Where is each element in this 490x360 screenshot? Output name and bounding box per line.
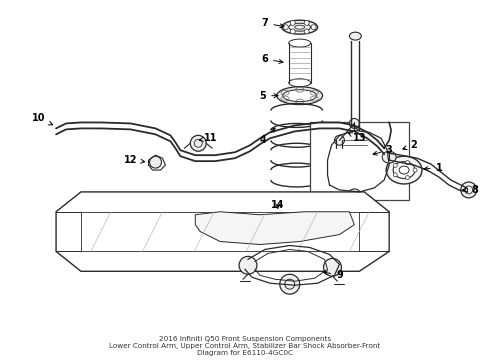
Circle shape <box>406 161 410 165</box>
Text: 6: 6 <box>262 54 283 64</box>
Circle shape <box>280 274 300 294</box>
Text: 13: 13 <box>348 133 366 143</box>
Ellipse shape <box>277 87 322 105</box>
Bar <box>310 122 409 200</box>
Circle shape <box>349 118 359 129</box>
Ellipse shape <box>289 39 311 47</box>
Text: 3: 3 <box>373 145 392 155</box>
Text: 2: 2 <box>403 140 417 150</box>
Circle shape <box>393 163 397 167</box>
Circle shape <box>393 173 397 177</box>
Circle shape <box>335 135 344 145</box>
Ellipse shape <box>382 151 396 163</box>
Circle shape <box>304 29 309 34</box>
Ellipse shape <box>349 32 361 40</box>
Circle shape <box>190 135 206 151</box>
Text: 12: 12 <box>124 155 145 165</box>
Text: 11: 11 <box>199 133 217 143</box>
Text: 14: 14 <box>271 200 285 210</box>
Text: 10: 10 <box>32 113 52 125</box>
Ellipse shape <box>345 182 366 192</box>
Circle shape <box>347 189 361 203</box>
Circle shape <box>406 176 410 180</box>
Bar <box>343 125 368 185</box>
Text: 4: 4 <box>260 128 275 145</box>
Text: 1: 1 <box>424 163 442 173</box>
Circle shape <box>461 182 477 198</box>
Circle shape <box>149 156 162 168</box>
Circle shape <box>413 168 417 172</box>
Text: 8: 8 <box>463 185 478 195</box>
Circle shape <box>290 21 295 25</box>
Circle shape <box>290 29 295 34</box>
Text: 9: 9 <box>323 270 343 280</box>
Polygon shape <box>56 192 389 271</box>
Ellipse shape <box>386 156 422 184</box>
Ellipse shape <box>289 79 311 87</box>
Text: 2016 Infiniti Q50 Front Suspension Components
Lower Control Arm, Upper Control A: 2016 Infiniti Q50 Front Suspension Compo… <box>109 336 381 356</box>
Ellipse shape <box>282 20 318 34</box>
Text: 5: 5 <box>260 91 278 101</box>
Circle shape <box>239 256 257 274</box>
Circle shape <box>283 25 288 30</box>
Text: 7: 7 <box>262 18 284 28</box>
Polygon shape <box>196 212 354 244</box>
Polygon shape <box>81 212 359 251</box>
Circle shape <box>311 25 316 30</box>
Circle shape <box>304 21 309 25</box>
Circle shape <box>323 258 342 276</box>
Ellipse shape <box>283 90 317 102</box>
Ellipse shape <box>393 162 415 179</box>
Bar <box>340 143 371 155</box>
